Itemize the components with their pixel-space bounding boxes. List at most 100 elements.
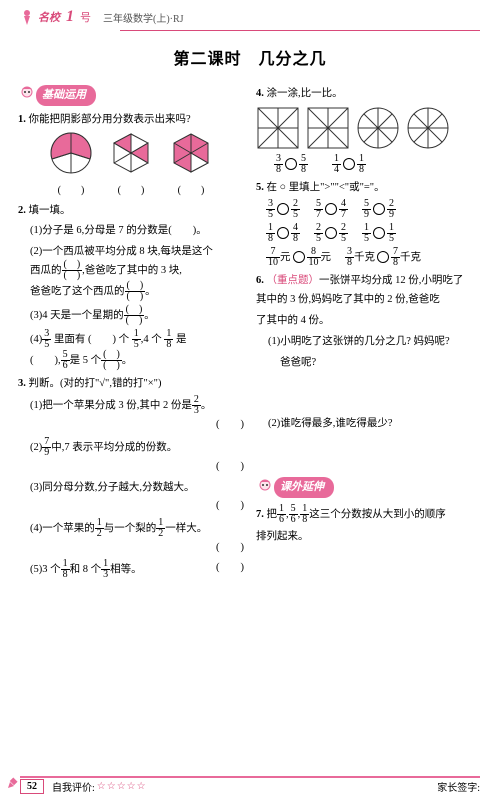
q1-blank-3: ( ) [169, 183, 213, 198]
frac: 16 [277, 504, 286, 525]
q4: 4. 涂一涂,比一比。 3858 1418 [256, 86, 482, 175]
q5-num: 5. [256, 182, 264, 193]
unit: 元 [321, 251, 332, 262]
q3-s1: (1)把一个苹果分成 3 份,其中 2 份是23。( ) [30, 395, 244, 434]
header-rule [120, 30, 480, 31]
q5: 5. 在 ○ 里填上">""<"或"="。 352557475929184825… [256, 180, 482, 268]
q3-s1a: (1)把一个苹果分成 3 份,其中 2 份是 [30, 400, 192, 411]
frac: 56 [61, 350, 70, 371]
q3-s5c: 相等。 [110, 564, 142, 575]
stars-icon: ☆☆☆☆☆ [97, 781, 147, 792]
frac: 18 [300, 504, 309, 525]
q3-tail: ( ) [216, 416, 244, 434]
q7-t3: 排列起来。 [256, 528, 482, 546]
q1-shape-hex1: ( ) [109, 131, 153, 198]
q5-rows: 352557475929184825251515 [256, 199, 482, 244]
page-title: 第二课时 几分之几 [0, 45, 500, 69]
q3-s5a: (5)3 个 [30, 564, 61, 575]
q1-shape-circle: ( ) [49, 131, 93, 198]
q3-tail: ( ) [216, 559, 244, 577]
girl-icon [256, 478, 274, 498]
circle-blank [343, 158, 355, 170]
q2-s3a: (3)4 天是一个星期的 [30, 310, 124, 321]
q3-s5: (5)3 个18和 8 个13相等。 ( ) [30, 559, 244, 580]
q2-s1: (1)分子是 6,分母是 7 的分数是( )。 [30, 222, 244, 240]
page-footer: 52 自我评价:☆☆☆☆☆ 家长签字: [0, 779, 500, 794]
q2-s4f: 是 5 个 [70, 355, 102, 366]
q2-s4: (4)35 里面有 ( ) 个 15,4 个 18 是 ( ),56是 5 个(… [30, 329, 244, 371]
q6-s2: (2)谁吃得最多,谁吃得最少? [268, 415, 482, 433]
circle-blank [293, 251, 305, 263]
right-column: 4. 涂一涂,比一比。 3858 1418 5. 在 ○ 里填上">""<"或"… [256, 81, 482, 585]
q2-s2a: (2)一个西瓜被平均分成 8 块,每块是这个 [30, 246, 213, 257]
q1-text: 你能把阴影部分用分数表示出来吗? [29, 114, 191, 125]
basic-badge: 基础运用 [18, 85, 244, 106]
q6-s1b: 爸爸呢? [280, 354, 482, 372]
basic-badge-text: 基础运用 [36, 85, 96, 106]
circle-blank [377, 251, 389, 263]
footer-rule [20, 776, 480, 778]
q7: 7. 把16,56,18这三个分数按从大到小的顺序 排列起来。 [256, 504, 482, 546]
hexagon-icon [109, 131, 153, 175]
frac-blank: ( )( ) [62, 260, 83, 281]
q2-text: 填一填。 [29, 205, 71, 216]
q4-shapes [256, 106, 482, 150]
q3-tail: ( ) [216, 539, 244, 557]
frac: 79 [42, 437, 51, 458]
page-number: 52 [20, 779, 44, 794]
unit: 千克 [400, 251, 421, 262]
q5-row3: 710元810元 38千克78千克 [266, 247, 482, 268]
q6-s1: (1)小明吃了这张饼的几分之几? 妈妈呢? [268, 333, 482, 351]
parent-sign: 家长签字: [437, 779, 480, 794]
q6-text: 一张饼平均分成 12 份,小明吃了 [319, 275, 463, 286]
q2-s2b: 西瓜的 [30, 265, 62, 276]
square-grid-icon [256, 106, 300, 150]
frac: 35 [42, 329, 51, 350]
hexagon-icon [169, 131, 213, 175]
q1-blank-2: ( ) [109, 183, 153, 198]
frac: 15 [132, 329, 141, 350]
q3-s2: (2)79中,7 表示平均分成的份数。( ) [30, 437, 244, 476]
pie-icon [49, 131, 93, 175]
ext-badge: 课外延伸 [256, 477, 482, 498]
self-eval: 自我评价:☆☆☆☆☆ [52, 779, 147, 794]
q2-s4b: 里面有 ( ) 个 [51, 334, 132, 345]
q4-labels: 3858 1418 [274, 154, 482, 175]
q3-s4a: (4)一个苹果的 [30, 522, 95, 533]
q7-t2: 这三个分数按从大到小的顺序 [309, 509, 446, 520]
q3: 3. 判断。(对的打"√",错的打"×") (1)把一个苹果分成 3 份,其中 … [18, 376, 244, 580]
unit: 千克 [354, 251, 375, 262]
frac: 12 [95, 518, 104, 539]
q4-pair2: 1418 [332, 154, 366, 175]
circle-slices-icon [356, 106, 400, 150]
q3-s2a: (2) [30, 442, 42, 453]
q6-num: 6. [256, 275, 264, 286]
q6: 6. （重点题）一张饼平均分成 12 份,小明吃了 其中的 3 份,妈妈吃了其中… [256, 273, 482, 473]
q4-num: 4. [256, 88, 264, 99]
frac: 13 [101, 559, 110, 580]
q2: 2. 填一填。 (1)分子是 6,分母是 7 的分数是( )。 (2)一个西瓜被… [18, 203, 244, 371]
logo-number: 1 [66, 8, 74, 26]
q2-s2d: 爸爸吃了这个西瓜的 [30, 286, 125, 297]
frac: 18 [61, 559, 70, 580]
q2-s2c: ,爸爸吃了其中的 3 块, [82, 265, 182, 276]
q1-num: 1. [18, 114, 26, 125]
q3-s5b: 和 8 个 [70, 564, 102, 575]
q7-t1: 把 [267, 509, 278, 520]
frac-blank: ( )( ) [124, 305, 145, 326]
q2-s3: (3)4 天是一个星期的( )( )。 [30, 305, 244, 326]
girl-icon [18, 85, 36, 105]
q6-hot: （重点题） [267, 275, 320, 286]
q2-s2e: 。 [145, 286, 156, 297]
q1-shape-hex2: ( ) [169, 131, 213, 198]
q4-text: 涂一涂,比一比。 [267, 88, 343, 99]
mascot-icon [20, 8, 34, 26]
ext-badge-text: 课外延伸 [274, 477, 334, 498]
header-subtitle: 三年级数学(上)·RJ [103, 10, 184, 25]
content-columns: 基础运用 1. 你能把阴影部分用分数表示出来吗? ( ) ( ) ( ) [0, 81, 500, 585]
q7-num: 7. [256, 509, 264, 520]
q3-s3: (3)同分母分数,分子越大,分数越大。( ) [30, 479, 244, 515]
square-grid-icon [306, 106, 350, 150]
q3-s2b: 中,7 表示平均分成的份数。 [51, 442, 177, 453]
q3-s3t: (3)同分母分数,分子越大,分数越大。 [30, 482, 195, 493]
